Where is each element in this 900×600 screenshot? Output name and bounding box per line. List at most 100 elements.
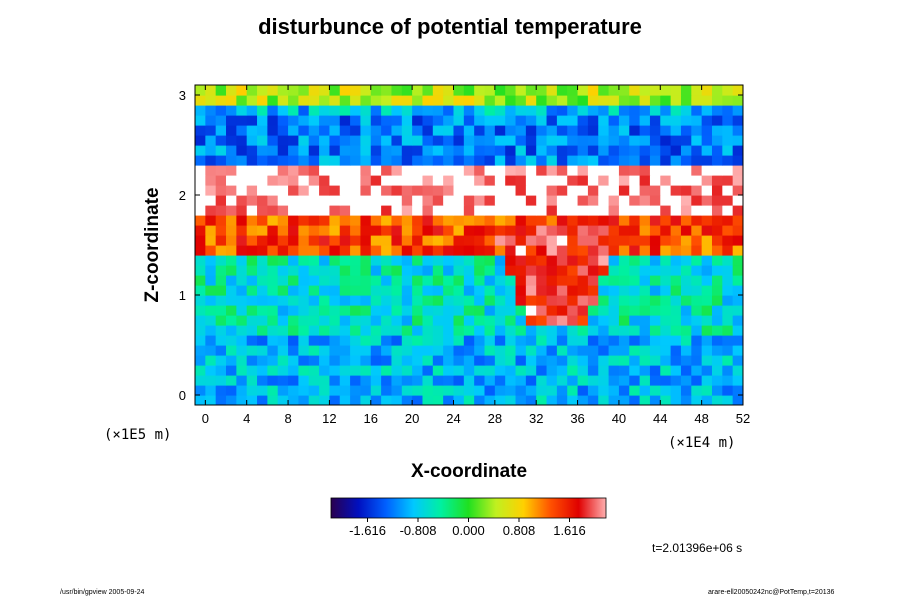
heatmap-cell	[308, 325, 320, 336]
heatmap-cell	[505, 295, 517, 306]
heatmap-cell	[660, 375, 672, 386]
heatmap-cell	[660, 195, 672, 206]
heatmap-cell	[649, 215, 661, 226]
heatmap-cell	[732, 225, 743, 236]
heatmap-cell	[226, 125, 237, 136]
heatmap-cell	[226, 115, 237, 126]
heatmap-cell	[401, 385, 413, 396]
y-axis-title: Z-coordinate	[142, 187, 163, 302]
heatmap-cell	[215, 315, 227, 326]
heatmap-cell	[205, 205, 217, 216]
heatmap-cell	[587, 395, 599, 405]
heatmap-cell	[205, 115, 217, 126]
heatmap-cell	[701, 355, 713, 366]
heatmap-cell	[205, 265, 217, 276]
heatmap-cell	[546, 395, 558, 405]
heatmap-cell	[391, 145, 403, 156]
heatmap-cell	[608, 375, 620, 386]
heatmap-cell	[453, 385, 465, 396]
heatmap-cell	[484, 295, 496, 306]
heatmap-cell	[649, 195, 661, 206]
heatmap-cell	[205, 355, 217, 366]
heatmap-cell	[236, 345, 248, 356]
heatmap-cell	[257, 245, 268, 256]
heatmap-cell	[412, 355, 424, 366]
heatmap-cell	[474, 295, 486, 306]
heatmap-cell	[319, 115, 331, 126]
heatmap-cell	[215, 95, 227, 106]
heatmap-cell	[691, 235, 703, 246]
heatmap-cell	[587, 115, 599, 126]
heatmap-cell	[329, 255, 341, 266]
heatmap-cell	[370, 375, 382, 386]
heatmap-cell	[236, 165, 248, 176]
heatmap-cell	[722, 265, 734, 276]
heatmap-cell	[474, 275, 486, 286]
heatmap-cell	[556, 165, 568, 176]
heatmap-cell	[722, 335, 734, 346]
heatmap-cell	[577, 295, 589, 306]
heatmap-cell	[226, 295, 237, 306]
heatmap-cell	[567, 175, 579, 186]
heatmap-cell	[443, 255, 455, 266]
heatmap-cell	[577, 225, 589, 236]
heatmap-cell	[598, 155, 610, 166]
heatmap-cell	[195, 165, 206, 176]
heatmap-cell	[629, 105, 641, 116]
heatmap-cell	[618, 255, 630, 266]
heatmap-cell	[308, 105, 320, 116]
heatmap-cell	[649, 375, 661, 386]
heatmap-cell	[494, 205, 506, 216]
heatmap-cell	[453, 365, 465, 376]
heatmap-cell	[205, 395, 217, 405]
heatmap-cell	[360, 95, 372, 106]
heatmap-cell	[381, 135, 393, 146]
heatmap-cell	[215, 115, 227, 126]
heatmap-cell	[701, 285, 713, 296]
heatmap-cell	[391, 265, 403, 276]
heatmap-cell	[515, 275, 527, 286]
heatmap-cell	[680, 165, 692, 176]
heatmap-cell	[711, 195, 723, 206]
heatmap-cell	[598, 95, 610, 106]
heatmap-cell	[226, 375, 237, 386]
heatmap-cell	[525, 375, 537, 386]
heatmap-cell	[618, 365, 630, 376]
heatmap-cell	[515, 255, 527, 266]
heatmap-cell	[401, 225, 413, 236]
heatmap-cell	[463, 255, 475, 266]
heatmap-cell	[577, 305, 589, 316]
heatmap-cell	[360, 185, 372, 196]
heatmap-cell	[443, 235, 455, 246]
heatmap-cell	[670, 225, 682, 236]
heatmap-cell	[215, 335, 227, 346]
heatmap-cell	[711, 85, 723, 96]
heatmap-cell	[391, 255, 403, 266]
heatmap-cell	[691, 85, 703, 96]
heatmap-cell	[701, 335, 713, 346]
heatmap-cell	[639, 365, 651, 376]
heatmap-cell	[567, 85, 579, 96]
heatmap-cell	[474, 145, 486, 156]
heatmap-cell	[711, 335, 723, 346]
heatmap-cell	[319, 195, 331, 206]
heatmap-cell	[598, 225, 610, 236]
heatmap-cell	[298, 315, 310, 326]
heatmap-cell	[226, 285, 237, 296]
heatmap-cell	[370, 335, 382, 346]
heatmap-cell	[432, 165, 444, 176]
heatmap-cell	[711, 185, 723, 196]
heatmap-cell	[660, 335, 672, 346]
heatmap-cell	[701, 145, 713, 156]
heatmap-cell	[608, 315, 620, 326]
heatmap-cell	[536, 165, 548, 176]
heatmap-cell	[205, 345, 217, 356]
heatmap-cell	[298, 165, 310, 176]
heatmap-cell	[546, 285, 558, 296]
heatmap-cell	[691, 195, 703, 206]
heatmap-cell	[257, 315, 268, 326]
heatmap-cell	[339, 125, 351, 136]
heatmap-cell	[618, 145, 630, 156]
heatmap-cell	[401, 255, 413, 266]
